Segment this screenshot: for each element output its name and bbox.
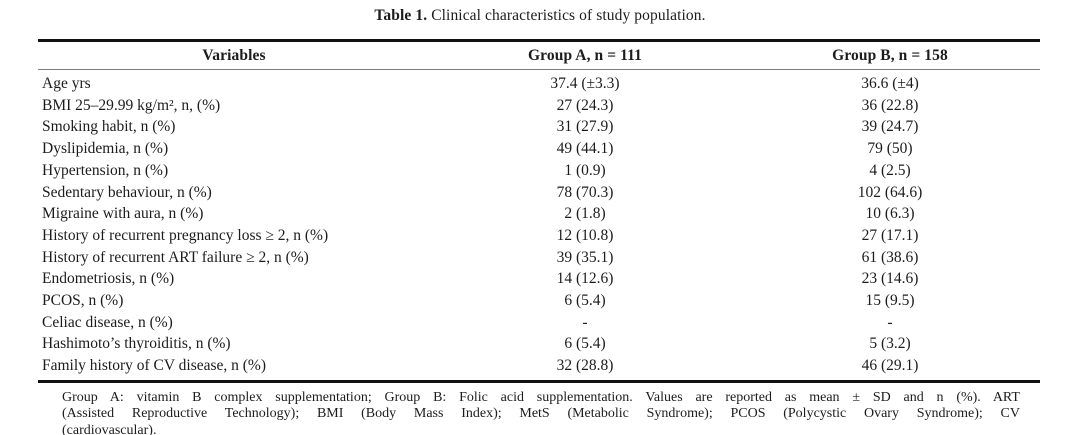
variable-cell: Sedentary behaviour, n (%) xyxy=(42,183,212,201)
table-caption: Table 1. Clinical characteristics of stu… xyxy=(0,7,1080,25)
group-b-cell: 23 (14.6) xyxy=(861,270,919,288)
table-row: Sedentary behaviour, n (%) 78 (70.3) 102… xyxy=(38,182,1040,204)
table-row: Migraine with aura, n (%) 2 (1.8) 10 (6.… xyxy=(38,203,1040,225)
variable-cell: BMI 25–29.99 kg/m², n, (%) xyxy=(42,96,221,114)
table-row: Dyslipidemia, n (%) 49 (44.1) 79 (50) xyxy=(38,138,1040,160)
footnote-line: (Assisted Reproductive Technology); BMI … xyxy=(62,406,1020,422)
table-row: Endometriosis, n (%) 14 (12.6) 23 (14.6) xyxy=(38,268,1040,290)
group-a-cell: 6 (5.4) xyxy=(564,292,606,310)
group-b-cell: 61 (38.6) xyxy=(861,248,919,266)
table-header: Variables Group A, n = 111 Group B, n = … xyxy=(38,40,1040,70)
group-b-cell: 46 (29.1) xyxy=(861,357,919,375)
column-header-variables: Variables xyxy=(38,40,430,70)
group-a-cell: 32 (28.8) xyxy=(556,357,614,375)
footnote-line: (cardiovascular). xyxy=(62,422,157,435)
group-b-cell: 36 (22.8) xyxy=(861,96,919,114)
column-header-group-a: Group A, n = 111 xyxy=(430,40,740,70)
variable-cell: Migraine with aura, n (%) xyxy=(42,205,204,223)
group-a-cell: 12 (10.8) xyxy=(556,226,614,244)
group-b-cell: 27 (17.1) xyxy=(861,226,919,244)
table-caption-text: Clinical characteristics of study popula… xyxy=(431,7,706,24)
footnote-line: Group A: vitamin B complex supplementati… xyxy=(62,389,1020,405)
group-b-cell: - xyxy=(887,313,893,331)
table-row: BMI 25–29.99 kg/m², n, (%) 27 (24.3) 36 … xyxy=(38,95,1040,117)
variable-cell: Smoking habit, n (%) xyxy=(42,118,176,136)
group-a-cell: 14 (12.6) xyxy=(556,270,614,288)
variable-cell: History of recurrent ART failure ≥ 2, n … xyxy=(42,248,309,266)
variable-cell: History of recurrent pregnancy loss ≥ 2,… xyxy=(42,226,329,244)
group-a-cell: - xyxy=(582,313,588,331)
variable-cell: Age yrs xyxy=(42,75,91,92)
group-a-cell: 39 (35.1) xyxy=(556,248,614,266)
table-footnote: Group A: vitamin B complex supplementati… xyxy=(62,390,1020,435)
group-a-cell: 49 (44.1) xyxy=(556,140,614,158)
group-a-cell: 37.4 (±3.3) xyxy=(550,75,620,92)
group-a-cell: 6 (5.4) xyxy=(564,335,606,353)
table-row: Smoking habit, n (%) 31 (27.9) 39 (24.7) xyxy=(38,116,1040,138)
table-row: Celiac disease, n (%) - - xyxy=(38,312,1040,334)
variable-cell: Hypertension, n (%) xyxy=(42,161,169,179)
variable-cell: Family history of CV disease, n (%) xyxy=(42,357,267,375)
group-a-cell: 2 (1.8) xyxy=(564,205,606,223)
table-caption-label: Table 1. xyxy=(374,7,428,24)
group-a-cell: 27 (24.3) xyxy=(556,96,614,114)
variable-cell: PCOS, n (%) xyxy=(42,292,124,310)
table-row: Age yrs 37.4 (±3.3) 36.6 (±4) xyxy=(38,70,1040,95)
variable-cell: Dyslipidemia, n (%) xyxy=(42,140,169,158)
group-b-cell: 5 (3.2) xyxy=(869,335,911,353)
group-b-cell: 39 (24.7) xyxy=(861,118,919,136)
variable-cell: Hashimoto’s thyroiditis, n (%) xyxy=(42,335,231,353)
variable-cell: Endometriosis, n (%) xyxy=(42,270,175,288)
group-b-cell: 4 (2.5) xyxy=(869,161,911,179)
group-b-cell: 36.6 (±4) xyxy=(861,75,919,92)
group-a-cell: 31 (27.9) xyxy=(556,118,614,136)
group-b-cell: 15 (9.5) xyxy=(865,292,915,310)
group-b-cell: 79 (50) xyxy=(867,140,913,158)
table-row: History of recurrent pregnancy loss ≥ 2,… xyxy=(38,225,1040,247)
group-a-cell: 78 (70.3) xyxy=(556,183,614,201)
table-row: Hypertension, n (%) 1 (0.9) 4 (2.5) xyxy=(38,160,1040,182)
table-row: Hashimoto’s thyroiditis, n (%) 6 (5.4) 5… xyxy=(38,333,1040,355)
table-row: PCOS, n (%) 6 (5.4) 15 (9.5) xyxy=(38,290,1040,312)
table-row: History of recurrent ART failure ≥ 2, n … xyxy=(38,247,1040,269)
variable-cell: Celiac disease, n (%) xyxy=(42,313,173,331)
group-b-cell: 102 (64.6) xyxy=(857,183,923,201)
clinical-characteristics-table: Variables Group A, n = 111 Group B, n = … xyxy=(38,39,1040,383)
column-header-group-b: Group B, n = 158 xyxy=(740,40,1040,70)
group-b-cell: 10 (6.3) xyxy=(865,205,915,223)
table-row: Family history of CV disease, n (%) 32 (… xyxy=(38,355,1040,381)
header-row: Variables Group A, n = 111 Group B, n = … xyxy=(38,40,1040,70)
group-a-cell: 1 (0.9) xyxy=(564,161,606,179)
table-body: Age yrs 37.4 (±3.3) 36.6 (±4) BMI 25–29.… xyxy=(38,70,1040,382)
